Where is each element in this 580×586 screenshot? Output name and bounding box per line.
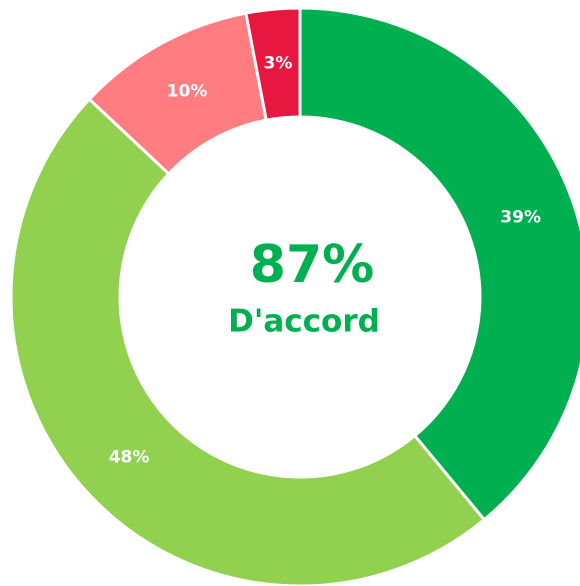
center-subtitle: D'accord xyxy=(228,304,380,340)
value-label: 10% xyxy=(167,82,208,102)
donut-slice xyxy=(244,6,302,122)
value-label: 3% xyxy=(263,54,292,74)
center-title: 87% xyxy=(250,235,374,295)
value-label: 39% xyxy=(500,208,541,228)
donut-slice xyxy=(9,97,487,586)
value-label: 48% xyxy=(109,448,150,468)
donut-slice xyxy=(298,6,580,522)
